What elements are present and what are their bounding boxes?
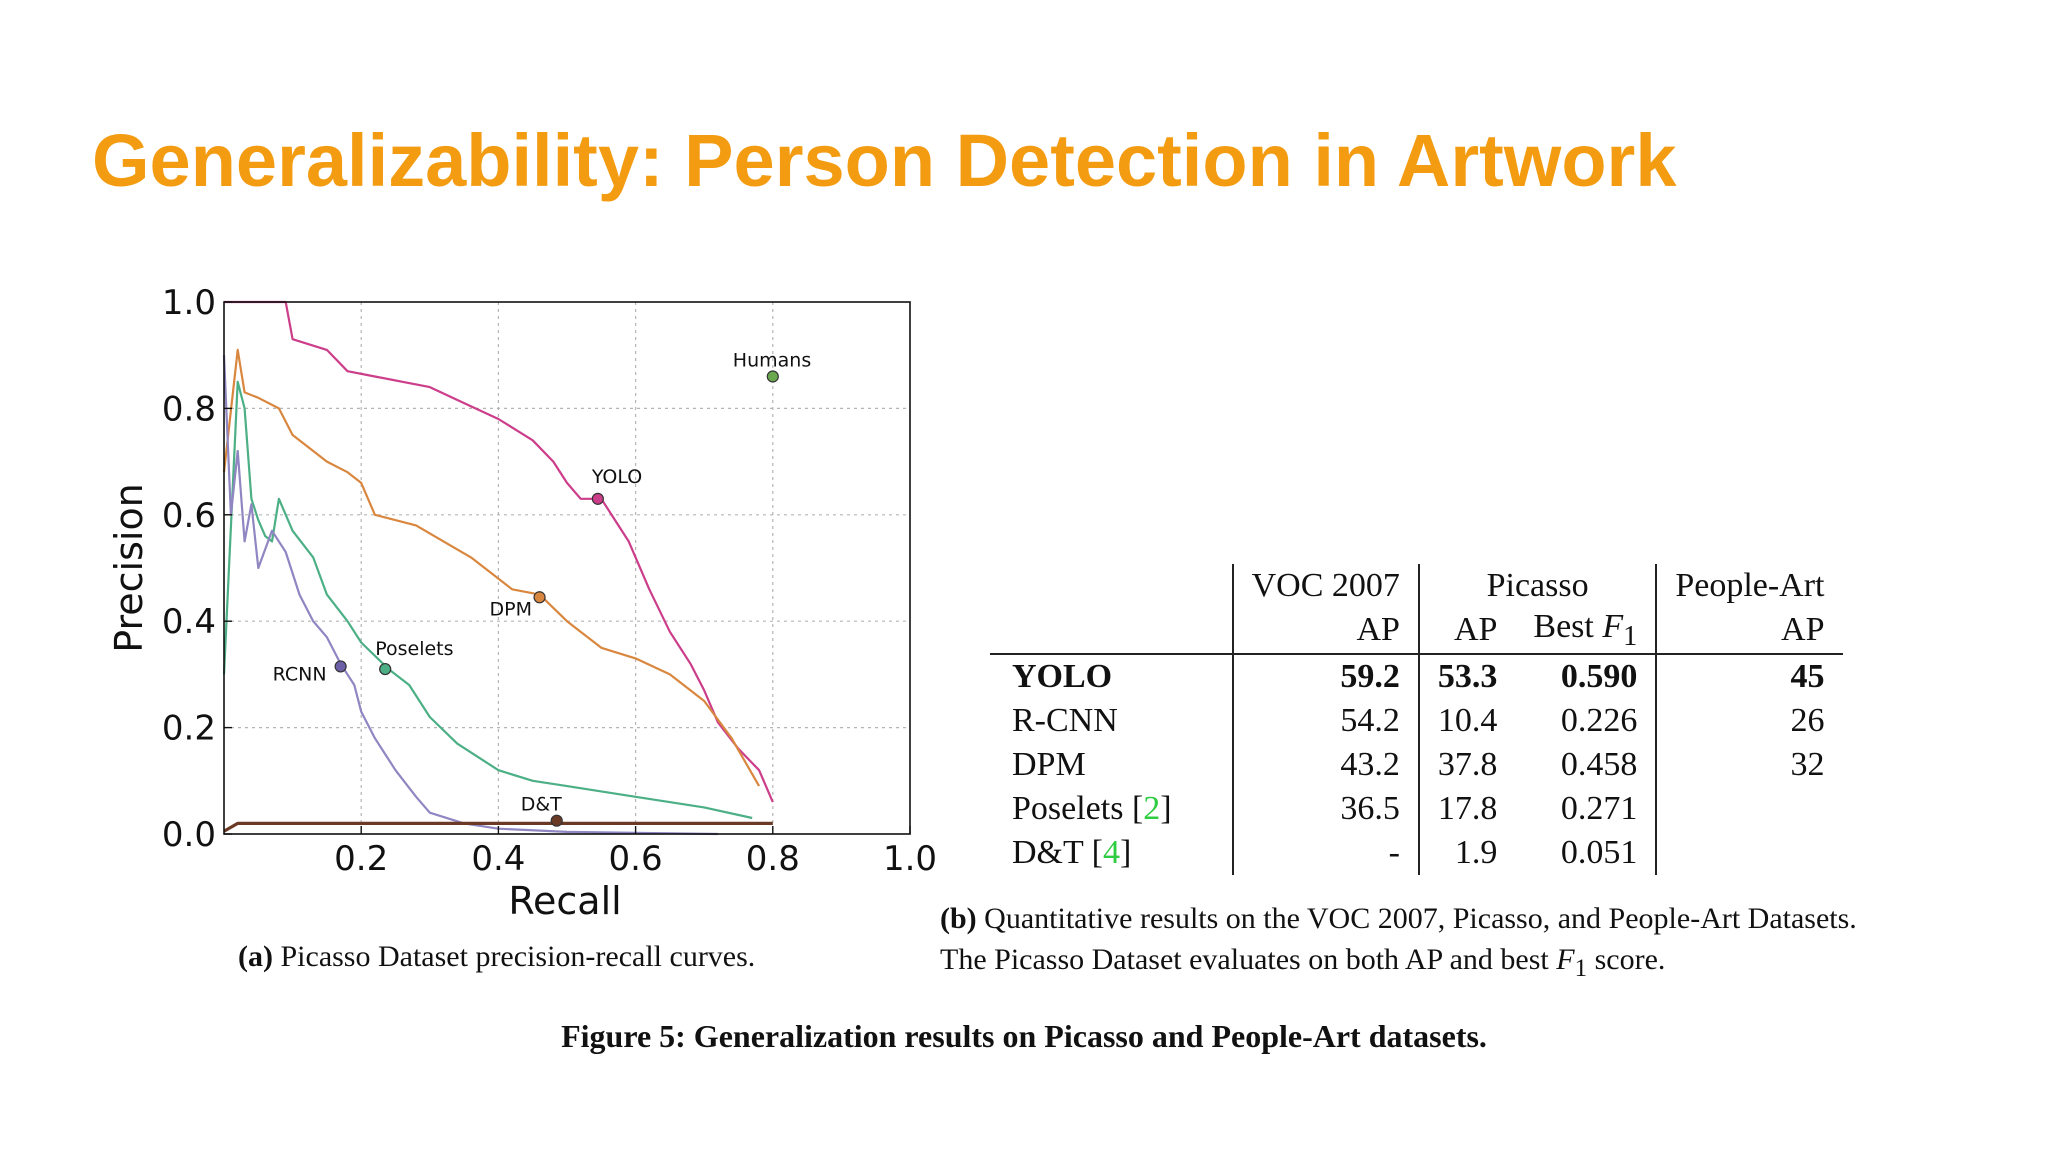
figure-caption-prefix: Figure 5: <box>561 1018 686 1054</box>
caption-f-subscript: 1 <box>1574 955 1588 982</box>
table-row: DPM 43.2 37.8 0.458 32 <box>990 742 1843 787</box>
cell-people-art: 45 <box>1790 657 1825 695</box>
row-name: Poselets [2] <box>990 786 1234 831</box>
cell-picasso-ap: 17.8 <box>1437 789 1498 827</box>
marker-label-dt: D&T <box>521 794 562 816</box>
y-tick-label: 0.0 <box>162 815 216 855</box>
cell-picasso-f1: 0.590 <box>1515 653 1658 699</box>
cell-people-art <box>1656 787 1842 831</box>
marker-dt <box>550 814 563 827</box>
row-name: YOLO <box>990 653 1234 699</box>
table-row: YOLO 59.2 53.3 0.590 45 <box>990 653 1843 699</box>
header-voc2007: VOC 2007 <box>1232 564 1420 608</box>
row-name: D&T [4] <box>990 830 1234 875</box>
header-people-art: People-Art <box>1675 567 1825 604</box>
slide-title: Generalizability: Person Detection in Ar… <box>92 119 1677 202</box>
caption-b-prefix: (b) <box>940 902 977 935</box>
series-line-yolo <box>224 300 774 803</box>
citation-link[interactable]: 4 <box>1102 833 1120 871</box>
cell-voc: 43.2 <box>1232 742 1420 787</box>
cell-picasso-f1: 0.458 <box>1515 742 1658 787</box>
y-tick-label: 0.6 <box>162 496 216 536</box>
figure-caption-text: Generalization results on Picasso and Pe… <box>685 1018 1487 1054</box>
cell-picasso-ap: 37.8 <box>1437 745 1498 783</box>
table-sub-header-row: AP AP Best F1 AP <box>990 608 1843 655</box>
results-table: VOC 2007 Picasso People-Art AP AP Best F… <box>990 564 1843 875</box>
f-symbol: F <box>1602 608 1624 645</box>
x-tick-label: 0.2 <box>334 839 388 879</box>
x-axis-label: Recall <box>508 879 621 923</box>
marker-label-dpm: DPM <box>490 598 532 620</box>
row-name-text: Poselets <box>1012 789 1132 827</box>
x-tick-label: 0.4 <box>471 839 525 879</box>
cell-people-art <box>1656 831 1842 875</box>
caption-f-symbol: F <box>1556 943 1575 976</box>
table-row: Poselets [2] 36.5 17.8 0.271 <box>990 786 1843 831</box>
row-name: DPM <box>990 742 1234 787</box>
y-tick-label: 0.8 <box>162 389 216 429</box>
series-line-dt <box>223 821 773 833</box>
caption-b-text1: Quantitative results on the VOC 2007, Pi… <box>976 902 1857 935</box>
caption-b-text2a: The Picasso Dataset evaluates on both AP… <box>940 943 1557 976</box>
cell-picasso-ap: 1.9 <box>1454 833 1498 871</box>
marker-rcnn <box>334 660 347 673</box>
subheader-voc-ap: AP <box>1232 608 1420 655</box>
subheader-art-ap: AP <box>1656 608 1843 655</box>
cell-voc: - <box>1232 830 1420 875</box>
cell-voc: 36.5 <box>1232 786 1420 831</box>
subheader-best: Best <box>1533 608 1603 645</box>
cell-picasso-ap: 53.3 <box>1437 657 1498 695</box>
figure-caption: Figure 5: Generalization results on Pica… <box>0 1018 2048 1055</box>
caption-a-prefix: (a) <box>238 940 273 973</box>
caption-b-text2b: score. <box>1587 943 1666 976</box>
table-row: D&T [4] - 1.9 0.051 <box>990 830 1843 875</box>
x-tick-label: 1.0 <box>883 839 937 879</box>
marker-label-humans: Humans <box>733 349 811 371</box>
caption-a: (a) Picasso Dataset precision-recall cur… <box>238 940 755 974</box>
cell-people-art: 32 <box>1790 745 1825 783</box>
subheader-picasso-f1: Best F1 <box>1515 608 1658 655</box>
subheader-picasso-ap: AP <box>1418 608 1516 655</box>
y-tick-label: 0.2 <box>162 709 216 749</box>
marker-dpm <box>533 591 546 604</box>
citation-link[interactable]: 2 <box>1143 789 1161 827</box>
table-row: R-CNN 54.2 10.4 0.226 26 <box>990 698 1843 743</box>
marker-label-rcnn: RCNN <box>273 663 327 685</box>
marker-poselets <box>379 662 392 676</box>
f-subscript: 1 <box>1623 620 1638 652</box>
y-tick-label: 1.0 <box>162 283 216 323</box>
series-line-rcnn <box>222 355 718 836</box>
cell-voc: 59.2 <box>1232 653 1420 699</box>
caption-b-line2: The Picasso Dataset evaluates on both AP… <box>940 939 1857 989</box>
marker-yolo <box>591 492 604 505</box>
cell-voc: 54.2 <box>1232 698 1420 743</box>
y-tick-label: 0.4 <box>162 602 216 642</box>
x-tick-label: 0.8 <box>746 839 800 879</box>
plot-frame <box>223 301 911 835</box>
series-line-dpm <box>222 348 761 787</box>
row-name: R-CNN <box>990 698 1234 743</box>
header-picasso: Picasso <box>1418 564 1658 608</box>
marker-humans <box>766 370 779 383</box>
caption-b-line1: (b) Quantitative results on the VOC 2007… <box>940 898 1857 939</box>
cell-picasso-f1: 0.051 <box>1515 830 1658 875</box>
y-axis-label: Precision <box>107 483 151 653</box>
table-group-header-row: VOC 2007 Picasso People-Art <box>990 564 1843 608</box>
cell-people-art: 26 <box>1790 701 1825 739</box>
row-name-text: D&T <box>1012 833 1092 871</box>
series-line-poselets <box>222 380 753 820</box>
marker-label-yolo: YOLO <box>591 466 642 488</box>
cell-picasso-f1: 0.271 <box>1515 786 1658 831</box>
caption-a-text: Picasso Dataset precision-recall curves. <box>272 940 756 973</box>
marker-label-poselets: Poselets <box>375 638 453 660</box>
cell-picasso-ap: 10.4 <box>1437 701 1498 739</box>
cell-picasso-f1: 0.226 <box>1515 698 1658 743</box>
caption-b: (b) Quantitative results on the VOC 2007… <box>940 898 1857 989</box>
x-tick-label: 0.6 <box>609 839 663 879</box>
